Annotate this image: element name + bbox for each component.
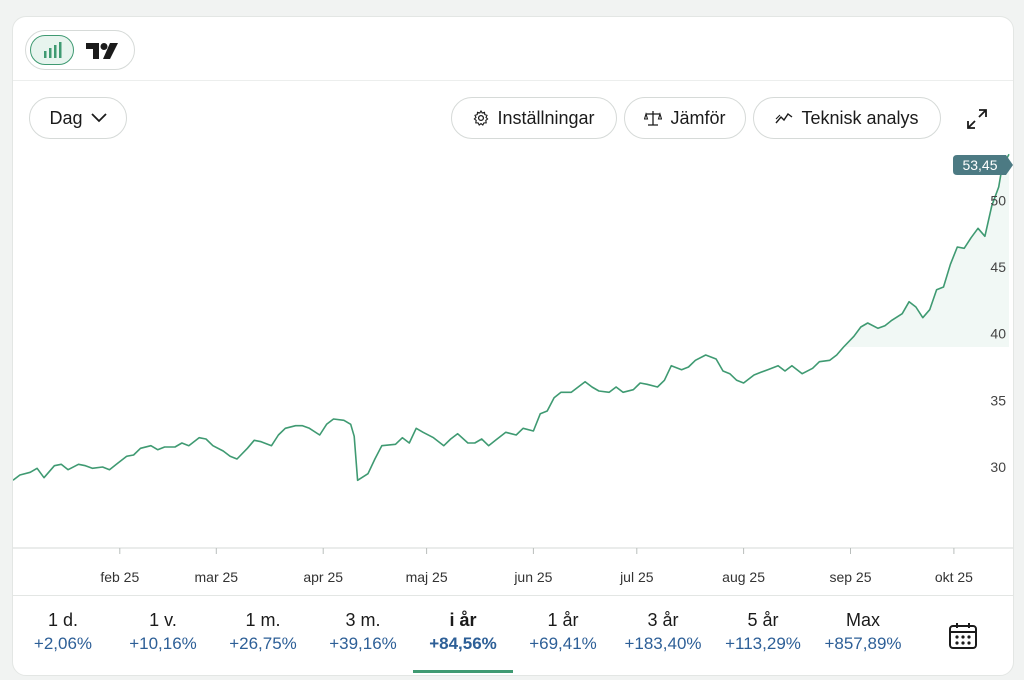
settings-button[interactable]: Inställningar bbox=[451, 97, 617, 139]
y-tick-label: 35 bbox=[990, 392, 1006, 408]
bar-chart-icon bbox=[44, 42, 62, 58]
compare-button[interactable]: Jämför bbox=[624, 97, 746, 139]
expand-icon[interactable] bbox=[965, 107, 989, 131]
period-selector: 1 d. +2,06% 1 v. +10,16% 1 m. +26,75% 3 m. +39,… bbox=[13, 595, 1013, 675]
period-change: +39,16% bbox=[329, 634, 397, 653]
chart-type-toggle bbox=[25, 30, 135, 70]
x-tick-label: mar 25 bbox=[195, 569, 239, 585]
period-tab[interactable]: 1 m. +26,75% bbox=[213, 596, 313, 675]
technical-analysis-label: Teknisk analys bbox=[801, 107, 919, 128]
y-tick-label: 50 bbox=[990, 192, 1006, 208]
x-tick-label: sep 25 bbox=[829, 569, 871, 585]
calendar-icon bbox=[949, 623, 977, 649]
y-tick-label: 30 bbox=[990, 459, 1006, 475]
tradingview-logo[interactable] bbox=[86, 42, 120, 65]
x-tick-label: apr 25 bbox=[303, 569, 343, 585]
chart-card: Dag Inställningar Jämför Teknisk analys bbox=[12, 16, 1014, 676]
chart-type-bar bbox=[13, 17, 1013, 81]
period-label: Max bbox=[845, 610, 880, 630]
period-label: 3 m. bbox=[345, 610, 381, 630]
period-label: 1 v. bbox=[149, 610, 177, 630]
period-change: +84,56% bbox=[429, 634, 497, 653]
scale-icon bbox=[644, 111, 663, 126]
y-tick-label: 45 bbox=[990, 259, 1006, 275]
period-change: +113,29% bbox=[725, 634, 801, 653]
period-label: i år bbox=[449, 610, 477, 630]
x-tick-label: feb 25 bbox=[100, 569, 139, 585]
bar-chart-type-button[interactable] bbox=[30, 35, 74, 65]
period-change: +10,16% bbox=[129, 634, 197, 653]
y-tick-label: 40 bbox=[990, 326, 1006, 342]
interval-dropdown[interactable]: Dag bbox=[29, 97, 127, 139]
calendar-button[interactable] bbox=[947, 620, 979, 652]
settings-label: Inställningar bbox=[497, 107, 595, 128]
price-area bbox=[843, 154, 1009, 347]
period-change: +183,40% bbox=[624, 634, 702, 653]
period-change: +2,06% bbox=[33, 634, 93, 653]
last-price-label: 53,45 bbox=[962, 157, 997, 173]
period-label: 1 m. bbox=[245, 610, 281, 630]
period-change: +857,89% bbox=[824, 634, 902, 653]
period-label: 3 år bbox=[647, 610, 679, 630]
x-tick-label: jul 25 bbox=[619, 569, 654, 585]
period-label: 5 år bbox=[747, 610, 779, 630]
period-tab[interactable]: 1 år +69,41% bbox=[513, 596, 613, 675]
interval-label: Dag bbox=[49, 107, 83, 128]
period-tab[interactable]: i år +84,56% bbox=[413, 596, 513, 675]
period-tab[interactable]: 1 v. +10,16% bbox=[113, 596, 213, 675]
period-label: 1 år bbox=[547, 610, 579, 630]
x-tick-label: okt 25 bbox=[935, 569, 973, 585]
period-tab[interactable]: 3 m. +39,16% bbox=[313, 596, 413, 675]
period-tab[interactable]: 5 år +113,29% bbox=[713, 596, 813, 675]
period-label: 1 d. bbox=[47, 610, 79, 630]
technical-analysis-button[interactable]: Teknisk analys bbox=[753, 97, 941, 139]
period-tab[interactable]: 1 d. +2,06% bbox=[13, 596, 113, 675]
trend-icon bbox=[775, 112, 793, 124]
price-line bbox=[13, 153, 1010, 482]
last-price-tag bbox=[953, 155, 1013, 175]
x-tick-label: aug 25 bbox=[722, 569, 765, 585]
gear-icon bbox=[474, 110, 489, 126]
compare-label: Jämför bbox=[670, 107, 726, 128]
x-tick-label: maj 25 bbox=[406, 569, 448, 585]
chevron-down-icon bbox=[90, 113, 107, 123]
period-change: +26,75% bbox=[229, 634, 297, 653]
period-tab[interactable]: Max +857,89% bbox=[813, 596, 913, 675]
period-change: +69,41% bbox=[529, 634, 597, 653]
price-chart[interactable]: 30 35 40 45 50 feb 25 mar 25 apr 25 maj 25 jun 2… bbox=[13, 147, 1014, 595]
x-tick-label: jun 25 bbox=[513, 569, 552, 585]
period-tab[interactable]: 3 år +183,40% bbox=[613, 596, 713, 675]
